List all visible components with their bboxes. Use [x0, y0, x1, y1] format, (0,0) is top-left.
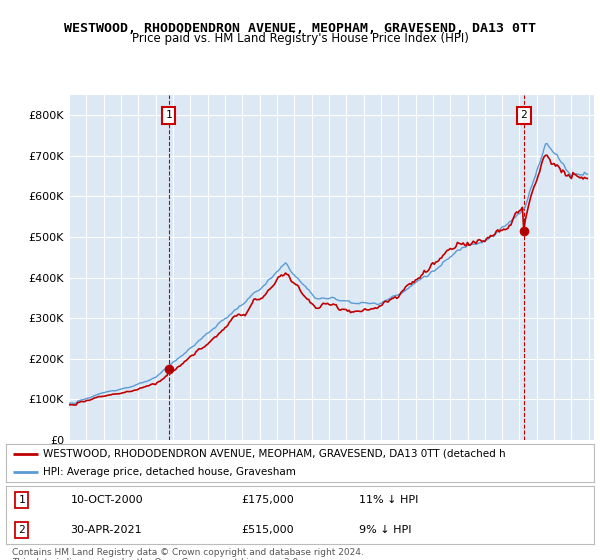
Text: 9% ↓ HPI: 9% ↓ HPI	[359, 525, 412, 535]
Text: £515,000: £515,000	[241, 525, 294, 535]
Text: 11% ↓ HPI: 11% ↓ HPI	[359, 494, 418, 505]
Text: 1: 1	[165, 110, 172, 120]
Text: 30-APR-2021: 30-APR-2021	[71, 525, 142, 535]
Text: HPI: Average price, detached house, Gravesham: HPI: Average price, detached house, Grav…	[43, 467, 296, 477]
Text: 1: 1	[19, 494, 25, 505]
Text: WESTWOOD, RHODODENDRON AVENUE, MEOPHAM, GRAVESEND, DA13 0TT (detached h: WESTWOOD, RHODODENDRON AVENUE, MEOPHAM, …	[43, 449, 506, 459]
Text: 10-OCT-2000: 10-OCT-2000	[71, 494, 143, 505]
Text: £175,000: £175,000	[241, 494, 294, 505]
Text: WESTWOOD, RHODODENDRON AVENUE, MEOPHAM, GRAVESEND, DA13 0TT: WESTWOOD, RHODODENDRON AVENUE, MEOPHAM, …	[64, 22, 536, 35]
Text: Price paid vs. HM Land Registry's House Price Index (HPI): Price paid vs. HM Land Registry's House …	[131, 32, 469, 45]
Text: 2: 2	[520, 110, 527, 120]
Text: 2: 2	[19, 525, 25, 535]
Text: Contains HM Land Registry data © Crown copyright and database right 2024.
This d: Contains HM Land Registry data © Crown c…	[12, 548, 364, 560]
